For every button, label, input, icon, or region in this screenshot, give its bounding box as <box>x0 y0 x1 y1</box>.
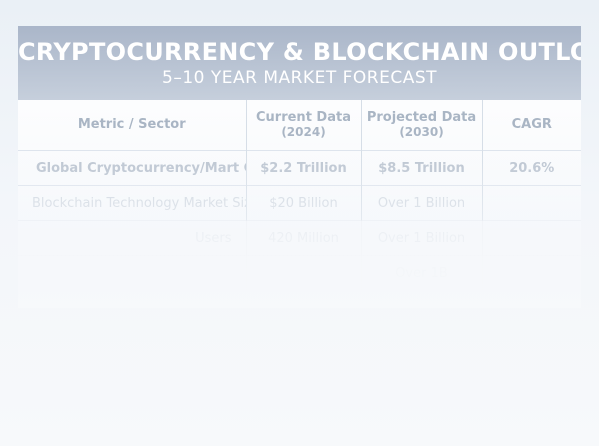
column-header-metric: Metric / Sector <box>18 100 247 151</box>
column-header-label: CAGR <box>511 117 552 132</box>
column-header-year: (2024) <box>281 125 326 139</box>
cell-current: $20 Billion <box>246 185 362 221</box>
cell-metric: Blockchain Technology Market Size <box>18 185 247 221</box>
column-header-current: Current Data (2024) <box>246 100 362 151</box>
forecast-table: Metric / Sector Current Data (2024) Proj… <box>18 100 581 291</box>
column-header-year: (2030) <box>399 125 444 139</box>
column-header-label: Current Data <box>256 110 351 125</box>
column-header-label: Projected Data <box>366 110 477 125</box>
cell-cagr: 20.6% <box>482 150 581 186</box>
cell-cagr <box>482 255 581 291</box>
cell-projected: Over 1 Billion <box>361 220 483 256</box>
cell-metric <box>18 255 247 291</box>
cell-current: $2.2 Trillion <box>246 150 362 186</box>
cell-metric: Users <box>18 220 247 256</box>
cell-metric: Global Cryptocurrency/Mart Cap <box>18 150 247 186</box>
cell-cagr <box>482 220 581 256</box>
forecast-table-wrap: Metric / Sector Current Data (2024) Proj… <box>18 100 581 308</box>
cell-cagr <box>482 185 581 221</box>
column-header-projected: Projected Data (2030) <box>361 100 483 151</box>
forecast-header: CRYPTOCURRENCY & BLOCKCHAIN OUTLOOK 5–10… <box>18 26 581 100</box>
cell-projected: $8.5 Trillion <box>361 150 483 186</box>
table-row: Users 420 Million Over 1 Billion <box>18 220 581 256</box>
column-header-cagr: CAGR <box>482 100 581 151</box>
forecast-card: CRYPTOCURRENCY & BLOCKCHAIN OUTLOOK 5–10… <box>18 26 581 326</box>
table-row: Over 1B <box>18 255 581 291</box>
cell-current <box>246 255 362 291</box>
cell-current: 420 Million <box>246 220 362 256</box>
page-title: CRYPTOCURRENCY & BLOCKCHAIN OUTLOOK <box>18 38 581 66</box>
table-row: Global Cryptocurrency/Mart Cap $2.2 Tril… <box>18 150 581 186</box>
table-row: Blockchain Technology Market Size $20 Bi… <box>18 185 581 221</box>
cell-projected: Over 1B <box>361 255 483 291</box>
column-header-label: Metric / Sector <box>77 117 186 132</box>
table-header-row: Metric / Sector Current Data (2024) Proj… <box>18 100 581 151</box>
cell-projected: Over 1 Billion <box>361 185 483 221</box>
page-subtitle: 5–10 YEAR MARKET FORECAST <box>162 68 437 88</box>
